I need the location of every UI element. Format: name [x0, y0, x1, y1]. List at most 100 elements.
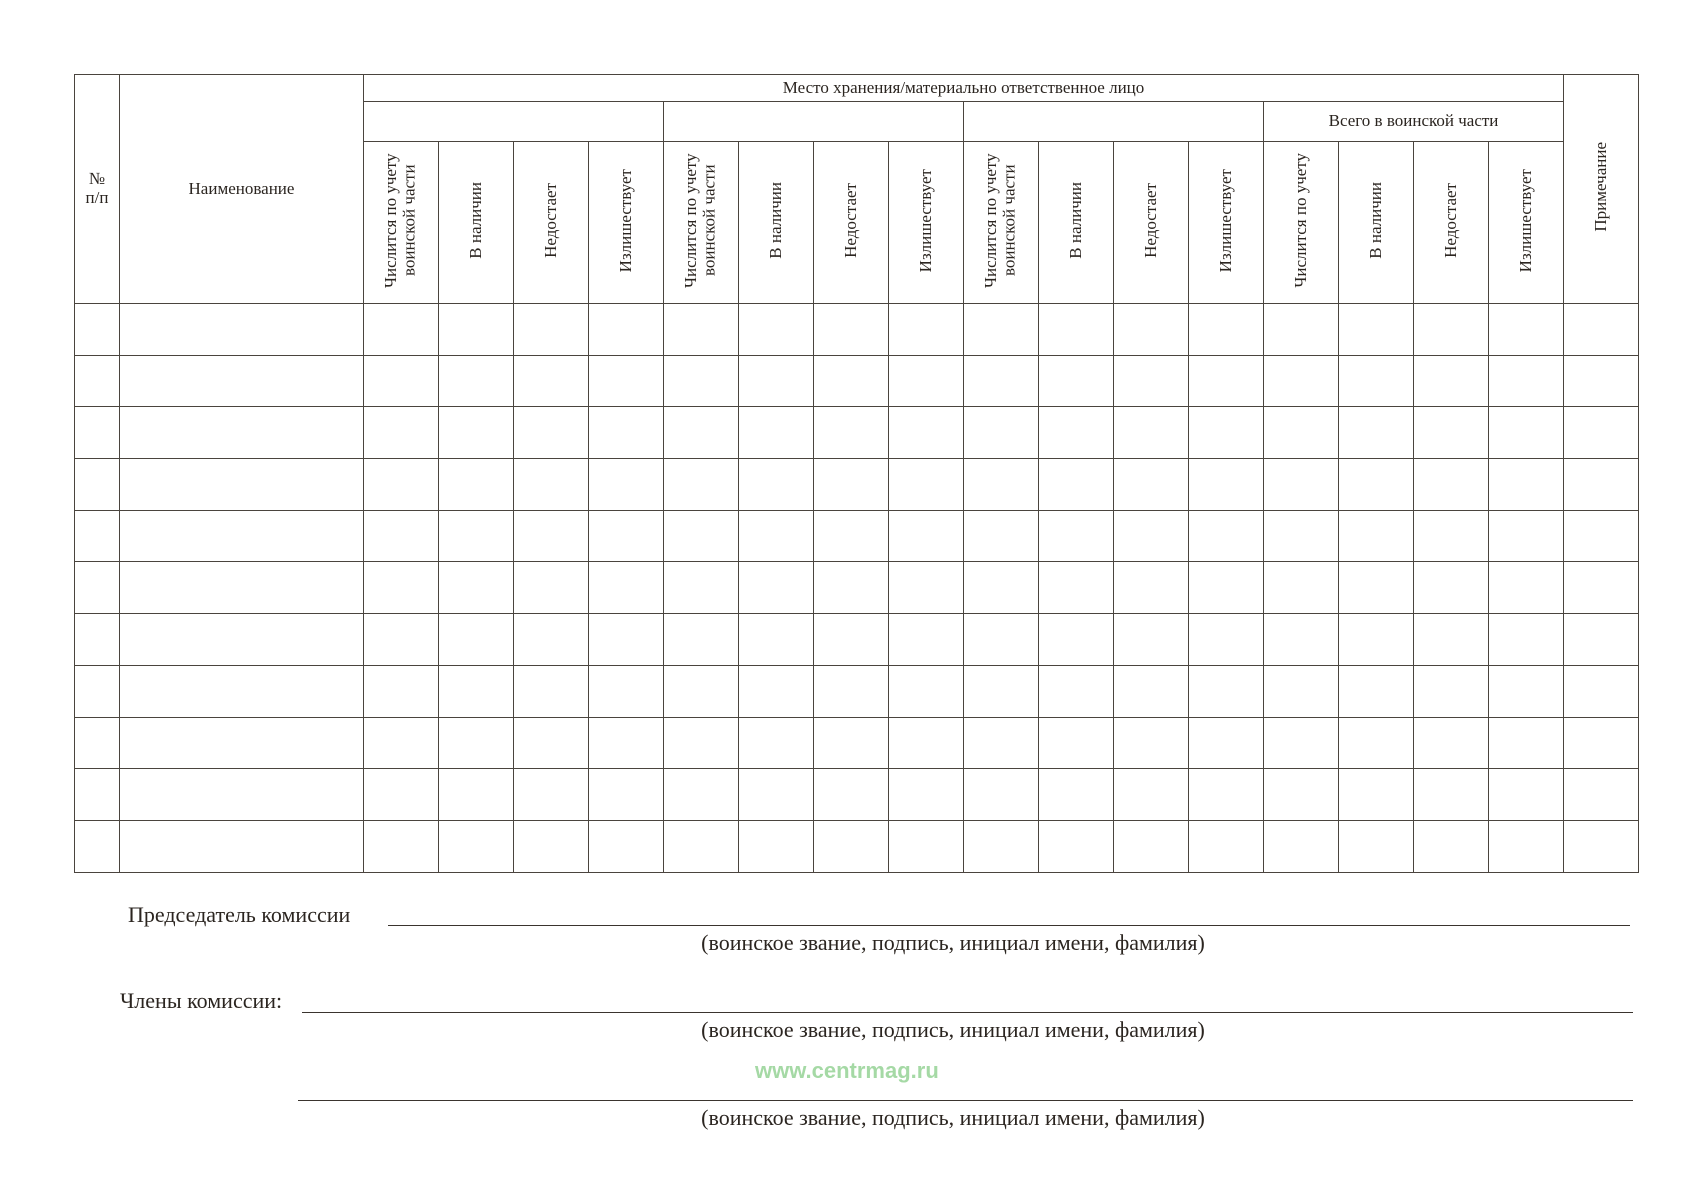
table-cell[interactable]	[1113, 768, 1189, 821]
table-cell[interactable]	[738, 664, 814, 718]
table-cell[interactable]	[663, 303, 739, 356]
table-cell[interactable]	[588, 354, 664, 408]
table-cell[interactable]	[588, 458, 664, 511]
table-cell[interactable]	[963, 561, 1039, 615]
table-cell[interactable]	[1113, 819, 1189, 873]
table-cell[interactable]	[1338, 406, 1414, 460]
table-cell[interactable]	[888, 716, 964, 770]
table-cell[interactable]	[1038, 458, 1114, 511]
table-cell[interactable]	[119, 458, 364, 511]
table-cell[interactable]	[363, 716, 439, 770]
table-cell[interactable]	[1338, 561, 1414, 615]
table-cell[interactable]	[74, 716, 120, 770]
table-cell[interactable]	[1413, 768, 1489, 821]
table-cell[interactable]	[888, 664, 964, 718]
table-cell[interactable]	[363, 509, 439, 563]
table-cell[interactable]	[74, 664, 120, 718]
table-cell[interactable]	[588, 509, 664, 563]
table-cell[interactable]	[888, 509, 964, 563]
table-cell[interactable]	[1263, 664, 1339, 718]
table-cell[interactable]	[1487, 613, 1565, 666]
table-cell[interactable]	[663, 819, 739, 873]
table-cell[interactable]	[1188, 303, 1264, 356]
table-cell[interactable]	[1188, 509, 1264, 563]
table-cell[interactable]	[588, 664, 664, 718]
table-cell[interactable]	[1413, 613, 1489, 666]
table-cell[interactable]	[1487, 768, 1565, 821]
table-cell[interactable]	[513, 458, 589, 511]
table-cell[interactable]	[1263, 819, 1339, 873]
table-cell[interactable]	[663, 768, 739, 821]
table-cell[interactable]	[1188, 768, 1264, 821]
table-cell[interactable]	[1487, 561, 1565, 615]
table-cell[interactable]	[1338, 613, 1414, 666]
table-cell[interactable]	[1188, 458, 1264, 511]
table-cell[interactable]	[1263, 716, 1339, 770]
table-cell[interactable]	[1113, 561, 1189, 615]
table-cell[interactable]	[1188, 406, 1264, 460]
table-cell[interactable]	[1487, 303, 1565, 356]
table-cell[interactable]	[963, 716, 1039, 770]
table-cell[interactable]	[888, 561, 964, 615]
table-cell[interactable]	[363, 354, 439, 408]
table-cell[interactable]	[1038, 716, 1114, 770]
table-cell[interactable]	[119, 303, 364, 356]
table-cell[interactable]	[1113, 664, 1189, 718]
table-cell[interactable]	[363, 819, 439, 873]
table-cell[interactable]	[119, 613, 364, 666]
chairman-signature-line[interactable]	[388, 925, 1630, 926]
table-cell[interactable]	[1263, 509, 1339, 563]
table-cell[interactable]	[813, 613, 889, 666]
table-cell[interactable]	[1038, 664, 1114, 718]
table-cell[interactable]	[813, 406, 889, 460]
table-cell[interactable]	[119, 819, 364, 873]
table-cell[interactable]	[438, 458, 514, 511]
table-cell[interactable]	[1338, 664, 1414, 718]
table-cell[interactable]	[1038, 613, 1114, 666]
table-cell[interactable]	[363, 613, 439, 666]
table-cell[interactable]	[438, 509, 514, 563]
table-cell[interactable]	[119, 406, 364, 460]
table-cell[interactable]	[963, 509, 1039, 563]
table-cell[interactable]	[588, 303, 664, 356]
table-cell[interactable]	[1188, 664, 1264, 718]
table-cell[interactable]	[1263, 458, 1339, 511]
table-cell[interactable]	[363, 561, 439, 615]
table-cell[interactable]	[1563, 716, 1640, 770]
table-cell[interactable]	[513, 819, 589, 873]
table-cell[interactable]	[738, 354, 814, 408]
table-cell[interactable]	[813, 664, 889, 718]
table-cell[interactable]	[513, 561, 589, 615]
table-cell[interactable]	[74, 303, 120, 356]
table-cell[interactable]	[1338, 354, 1414, 408]
table-cell[interactable]	[1563, 509, 1640, 563]
table-cell[interactable]	[438, 664, 514, 718]
member-signature-line-2[interactable]	[298, 1100, 1633, 1101]
table-cell[interactable]	[1563, 664, 1640, 718]
table-cell[interactable]	[888, 406, 964, 460]
table-cell[interactable]	[438, 303, 514, 356]
table-cell[interactable]	[963, 819, 1039, 873]
table-cell[interactable]	[119, 561, 364, 615]
table-cell[interactable]	[1038, 768, 1114, 821]
table-cell[interactable]	[813, 458, 889, 511]
table-cell[interactable]	[1487, 819, 1565, 873]
table-cell[interactable]	[1487, 716, 1565, 770]
table-cell[interactable]	[588, 561, 664, 615]
table-cell[interactable]	[363, 303, 439, 356]
table-cell[interactable]	[1413, 458, 1489, 511]
member-signature-line-1[interactable]	[302, 1012, 1633, 1013]
table-cell[interactable]	[1113, 303, 1189, 356]
table-cell[interactable]	[963, 613, 1039, 666]
table-cell[interactable]	[1563, 819, 1640, 873]
table-cell[interactable]	[1338, 509, 1414, 563]
table-cell[interactable]	[1263, 354, 1339, 408]
table-cell[interactable]	[663, 406, 739, 460]
table-cell[interactable]	[1413, 819, 1489, 873]
table-cell[interactable]	[1038, 561, 1114, 615]
table-cell[interactable]	[513, 664, 589, 718]
table-cell[interactable]	[663, 664, 739, 718]
table-cell[interactable]	[588, 613, 664, 666]
table-cell[interactable]	[74, 509, 120, 563]
table-cell[interactable]	[1338, 768, 1414, 821]
